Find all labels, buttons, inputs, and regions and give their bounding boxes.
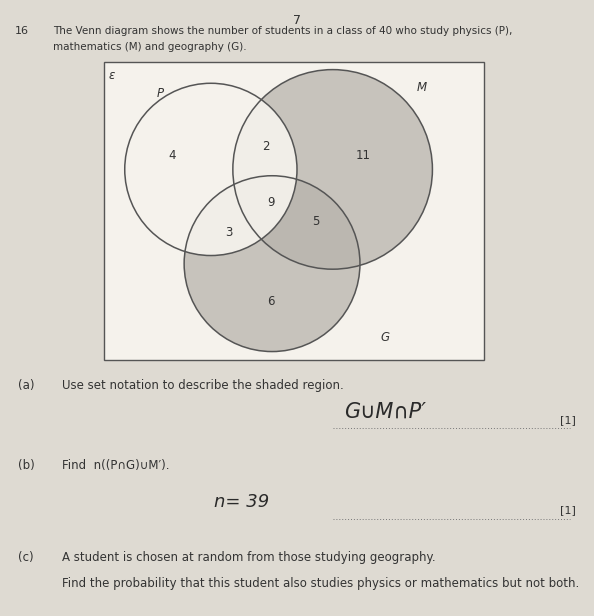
Text: Find  n((P∩G)∪M′).: Find n((P∩G)∪M′). — [62, 459, 170, 472]
Text: (c): (c) — [18, 551, 33, 564]
Text: A student is chosen at random from those studying geography.: A student is chosen at random from those… — [62, 551, 436, 564]
Text: M: M — [416, 81, 427, 94]
Text: The Venn diagram shows the number of students in a class of 40 who study physics: The Venn diagram shows the number of stu… — [53, 26, 513, 36]
Text: G: G — [380, 331, 390, 344]
Text: [1]: [1] — [560, 415, 576, 425]
Text: 5: 5 — [312, 215, 320, 229]
Text: (a): (a) — [18, 379, 34, 392]
Text: (b): (b) — [18, 459, 34, 472]
Text: mathematics (M) and geography (G).: mathematics (M) and geography (G). — [53, 42, 247, 52]
Text: Use set notation to describe the shaded region.: Use set notation to describe the shaded … — [62, 379, 344, 392]
Text: G∪M∩P′: G∪M∩P′ — [345, 402, 426, 421]
Bar — [104, 62, 484, 360]
Text: 4: 4 — [169, 148, 176, 162]
Text: 7: 7 — [293, 14, 301, 26]
Ellipse shape — [233, 70, 432, 269]
Text: ε: ε — [109, 68, 115, 82]
Text: 11: 11 — [356, 148, 371, 162]
Text: 3: 3 — [225, 226, 232, 240]
Text: 2: 2 — [263, 140, 270, 153]
Text: 9: 9 — [267, 195, 274, 209]
Text: 16: 16 — [15, 26, 29, 36]
Text: Find the probability that this student also studies physics or mathematics but n: Find the probability that this student a… — [62, 577, 580, 590]
Text: [1]: [1] — [560, 506, 576, 516]
Text: P: P — [157, 87, 164, 100]
Text: 6: 6 — [267, 295, 274, 309]
Text: n= 39: n= 39 — [214, 493, 269, 511]
Ellipse shape — [125, 83, 297, 256]
Ellipse shape — [184, 176, 360, 352]
